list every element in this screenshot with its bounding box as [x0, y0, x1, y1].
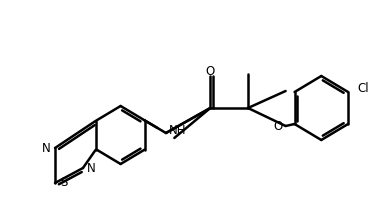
Text: N: N: [42, 142, 51, 154]
Text: S: S: [60, 176, 68, 189]
Text: N: N: [87, 161, 96, 174]
Text: O: O: [273, 119, 283, 133]
Text: O: O: [206, 65, 215, 77]
Text: Cl: Cl: [358, 81, 369, 95]
Text: NH: NH: [169, 124, 186, 138]
